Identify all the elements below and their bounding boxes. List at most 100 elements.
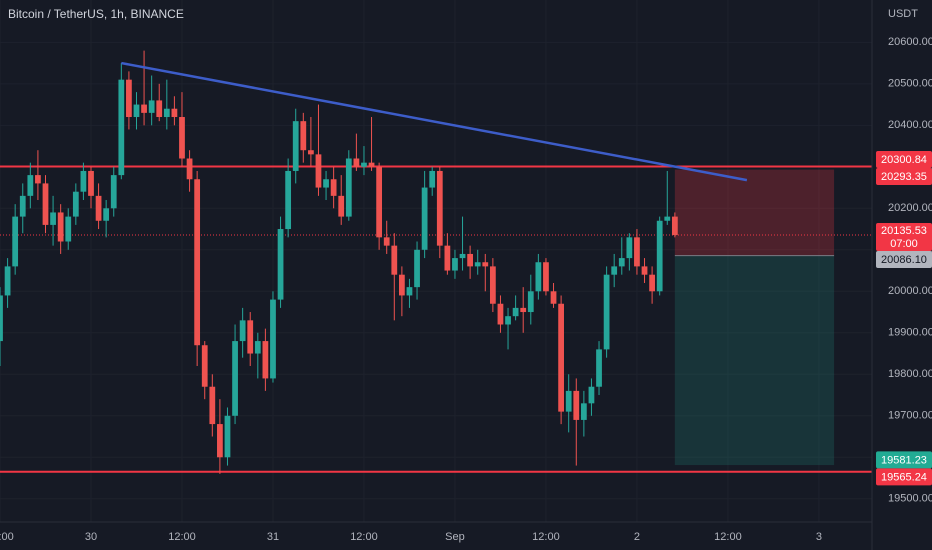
candle-body (118, 79, 125, 176)
candle-body (611, 266, 618, 275)
candle-body (12, 216, 19, 267)
trendline (121, 61, 748, 182)
candle-body (27, 175, 34, 196)
target-zone (674, 255, 835, 466)
candle-body (656, 220, 663, 292)
candle-body (353, 158, 360, 167)
candle-body (391, 245, 398, 275)
candle-body (527, 291, 534, 313)
x-tick-label: 12:00 (350, 531, 378, 543)
price-label: 20086.10 (881, 254, 927, 266)
candle-body (641, 266, 648, 275)
candle-body (671, 216, 678, 236)
price-label-box (876, 451, 932, 469)
candle-body (163, 108, 170, 118)
candle-body (315, 154, 322, 188)
candle-body (459, 253, 466, 259)
stop-zone (674, 169, 835, 256)
y-tick-label: 19900.00 (888, 327, 932, 339)
candle-body (383, 237, 390, 246)
candle-body (414, 249, 420, 288)
candle-body (126, 79, 132, 118)
candle-body (474, 262, 481, 267)
y-tick-label: 19700.00 (888, 410, 932, 422)
candle-body (429, 170, 436, 188)
candle-body (42, 183, 49, 225)
candle-body (649, 274, 655, 292)
candle-body (209, 386, 216, 425)
y-tick-label: 19500.00 (888, 493, 932, 505)
y-axis-label: USDT (888, 8, 918, 20)
candle-body (573, 390, 580, 420)
x-tick-label: 3 (816, 531, 822, 543)
candle-body (270, 299, 276, 379)
price-label-box (876, 151, 932, 169)
candle-body (224, 415, 231, 458)
y-tick-label: 19800.00 (888, 368, 932, 380)
candle-body (368, 162, 375, 167)
candle-body (35, 175, 41, 184)
candle-body (171, 108, 178, 118)
y-tick-label: 20500.00 (888, 78, 932, 90)
candle-body (436, 170, 443, 246)
y-tick-label: 20200.00 (888, 202, 932, 214)
candle-body (148, 100, 155, 113)
candle-body (618, 258, 625, 267)
candle-body (308, 150, 314, 155)
x-tick-label: 12:00 (714, 531, 742, 543)
candle-body (421, 187, 428, 250)
candle-body (201, 345, 208, 387)
candle-body (338, 195, 345, 217)
y-tick-label: 20000.00 (888, 285, 932, 297)
candle-body (398, 274, 405, 296)
last-price-label: 20135.53 (881, 225, 927, 237)
candle-body (4, 266, 11, 296)
candle-body (565, 390, 572, 412)
candle-body (497, 303, 504, 325)
candle-body (95, 195, 102, 221)
candle-body (452, 258, 458, 271)
candle-body (65, 216, 72, 242)
candle-body (80, 170, 87, 192)
candle-body (543, 262, 549, 292)
candle-body (232, 341, 238, 416)
candle-body (300, 121, 307, 151)
candle-body (292, 121, 299, 171)
candle-body (505, 316, 511, 325)
candle-body (588, 386, 595, 404)
candle-body (550, 291, 557, 304)
candle-body (179, 117, 185, 159)
candle-body (247, 320, 254, 354)
y-tick-label: 20400.00 (888, 119, 932, 131)
candle-body (345, 158, 352, 217)
price-label-box (876, 168, 932, 186)
candle-body (72, 191, 79, 217)
candle-body (133, 104, 140, 118)
countdown-label: 07:00 (890, 238, 918, 250)
candle-body (217, 424, 223, 458)
x-tick-label: 12:00 (168, 531, 196, 543)
candle-body (57, 212, 64, 242)
candle-body (156, 100, 163, 118)
candle-body (88, 170, 94, 196)
candle-body (285, 170, 292, 230)
x-tick-label: 12:00 (532, 531, 560, 543)
candle-body (330, 179, 337, 196)
x-tick-label: 31 (267, 531, 279, 543)
candle-body (361, 162, 367, 167)
price-label: 20300.84 (881, 154, 927, 166)
candle-body (535, 262, 542, 292)
candle-body (489, 266, 496, 304)
candle-body (376, 166, 383, 238)
candle-body (262, 341, 269, 379)
candle-body (596, 349, 602, 387)
candle-body (141, 104, 147, 113)
x-tick-label: 30 (85, 531, 97, 543)
price-label-box (876, 223, 932, 252)
candle-body (186, 158, 193, 180)
candle-body (603, 274, 610, 350)
candle-body (444, 245, 451, 271)
